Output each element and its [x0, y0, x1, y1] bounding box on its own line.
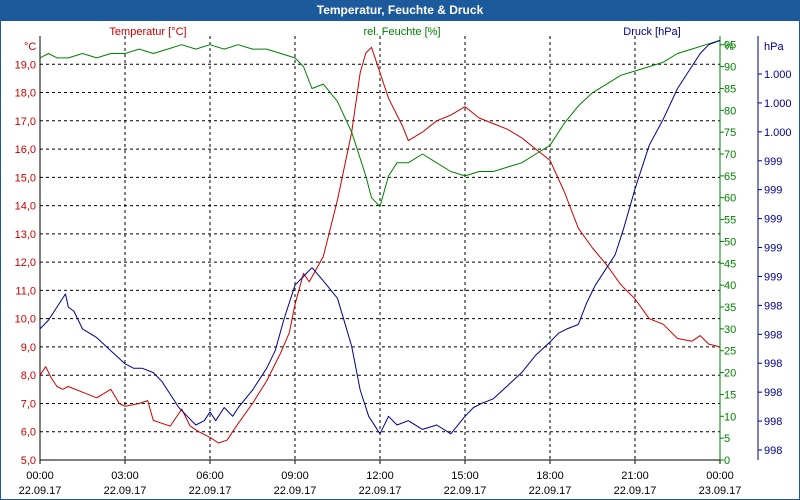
- pressure-tick-label: 999: [764, 185, 782, 197]
- humidity-tick-label: 20: [724, 368, 736, 380]
- humidity-tick-label: 70: [724, 149, 736, 161]
- pressure-tick-label: 998: [764, 445, 782, 457]
- x-tick-date: 22.09.17: [104, 485, 147, 497]
- temperature-tick-label: 5,0: [21, 455, 36, 467]
- axis-labels: 00:00 22.09.17 03:00 22.09.17 06:00 22.09.17 0…: [15, 26, 792, 497]
- x-tick-time: 06:00: [196, 470, 224, 482]
- x-tick-time: 15:00: [451, 470, 479, 482]
- x-tick-date: 22.09.17: [19, 485, 62, 497]
- humidity-tick-label: 0: [724, 455, 730, 467]
- humidity-tick-label: 65: [724, 171, 736, 183]
- x-tick-date: 22.09.17: [614, 485, 657, 497]
- x-tick-time: 00:00: [26, 470, 54, 482]
- humidity-tick-label: 50: [724, 236, 736, 248]
- x-tick-date: 22.09.17: [189, 485, 232, 497]
- series-line-druck: [39, 39, 721, 435]
- pressure-tick-label: 1.000: [764, 69, 792, 81]
- temperature-tick-label: 6,0: [21, 427, 36, 439]
- pressure-tick-label: 998: [764, 300, 782, 312]
- pressure-tick-label: 1.000: [764, 98, 792, 110]
- pressure-tick-label: 998: [764, 358, 782, 370]
- temperature-tick-label: 19,0: [15, 59, 36, 71]
- temperature-tick-label: 12,0: [15, 257, 36, 269]
- x-tick-time: 03:00: [111, 470, 139, 482]
- humidity-tick-label: 80: [724, 105, 736, 117]
- temperature-tick-label: 11,0: [15, 285, 36, 297]
- temperature-tick-label: 13,0: [15, 229, 36, 241]
- pressure-axis-title: Druck [hPa]: [623, 26, 680, 38]
- grid-lines: [39, 36, 762, 464]
- humidity-tick-label: 30: [724, 324, 736, 336]
- temperature-tick-label: 15,0: [15, 172, 36, 184]
- pressure-tick-label: 998: [764, 329, 782, 341]
- humidity-tick-label: 75: [724, 127, 736, 139]
- x-tick-date: 22.09.17: [359, 485, 402, 497]
- x-tick-time: 09:00: [281, 470, 309, 482]
- humidity-tick-label: 85: [724, 83, 736, 95]
- temperature-tick-label: 16,0: [15, 144, 36, 156]
- temperature-tick-label: 9,0: [21, 342, 36, 354]
- temperature-tick-label: 7,0: [21, 398, 36, 410]
- temperature-tick-label: 10,0: [15, 314, 36, 326]
- humidity-tick-label: 25: [724, 346, 736, 358]
- humidity-tick-label: 90: [724, 62, 736, 74]
- x-tick-time: 18:00: [536, 470, 564, 482]
- pressure-unit: hPa: [764, 41, 784, 53]
- series-line-rel-feuchte: [39, 39, 721, 207]
- humidity-tick-label: 95: [724, 40, 736, 52]
- pressure-tick-label: 998: [764, 387, 782, 399]
- humidity-tick-label: 35: [724, 302, 736, 314]
- humidity-axis-title: rel. Feuchte [%]: [363, 26, 440, 38]
- temperature-tick-label: 18,0: [15, 88, 36, 100]
- x-tick-time: 21:00: [621, 470, 649, 482]
- temperature-tick-label: 14,0: [15, 201, 36, 213]
- series-lines: [39, 39, 721, 444]
- humidity-tick-label: 10: [724, 411, 736, 423]
- pressure-tick-label: 999: [764, 243, 782, 255]
- temperature-unit: °C: [24, 41, 36, 53]
- pressure-tick-label: 999: [764, 156, 782, 168]
- humidity-tick-label: 60: [724, 193, 736, 205]
- x-tick-date: 23.09.17: [699, 485, 742, 497]
- window-title: Temperatur, Feuchte & Druck: [0, 0, 800, 20]
- x-tick-time: 00:00: [706, 470, 734, 482]
- pressure-tick-label: 999: [764, 271, 782, 283]
- temperature-tick-label: 8,0: [21, 370, 36, 382]
- pressure-tick-label: 998: [764, 416, 782, 428]
- series-line-temperatur: [39, 46, 721, 444]
- humidity-tick-label: 45: [724, 258, 736, 270]
- humidity-tick-label: 15: [724, 389, 736, 401]
- pressure-tick-label: 999: [764, 214, 782, 226]
- temperature-tick-label: 17,0: [15, 116, 36, 128]
- humidity-tick-label: 40: [724, 280, 736, 292]
- pressure-tick-label: 1.000: [764, 127, 792, 139]
- x-tick-date: 22.09.17: [529, 485, 572, 497]
- humidity-tick-label: 55: [724, 215, 736, 227]
- x-tick-date: 22.09.17: [274, 485, 317, 497]
- humidity-unit: %: [724, 41, 734, 53]
- humidity-tick-label: 5: [724, 433, 730, 445]
- x-tick-time: 12:00: [366, 470, 394, 482]
- x-tick-date: 22.09.17: [444, 485, 487, 497]
- temperature-axis-title: Temperatur [°C]: [109, 26, 186, 38]
